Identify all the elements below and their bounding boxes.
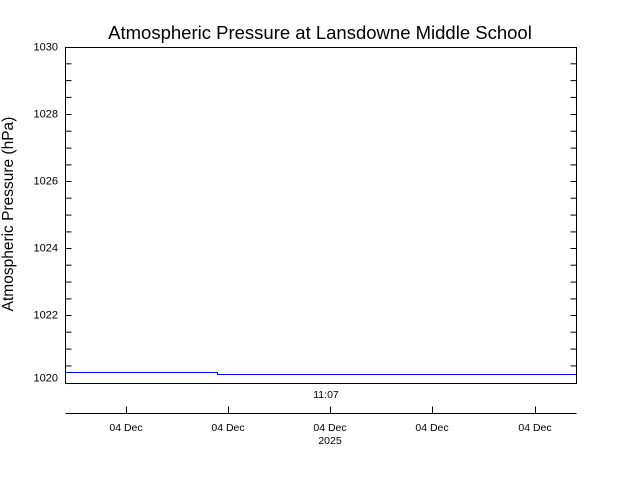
svg-text:04 Dec: 04 Dec bbox=[415, 422, 448, 434]
svg-text:1026: 1026 bbox=[34, 176, 58, 188]
svg-text:04 Dec: 04 Dec bbox=[313, 422, 346, 434]
svg-text:Atmospheric Pressure at Lansdo: Atmospheric Pressure at Lansdowne Middle… bbox=[108, 22, 532, 43]
svg-text:1022: 1022 bbox=[34, 310, 58, 322]
svg-text:1020: 1020 bbox=[34, 373, 58, 385]
svg-text:11:07: 11:07 bbox=[313, 389, 339, 401]
svg-text:04 Dec: 04 Dec bbox=[109, 422, 142, 434]
svg-text:2025: 2025 bbox=[318, 435, 342, 447]
svg-text:04 Dec: 04 Dec bbox=[211, 422, 244, 434]
svg-text:Atmospheric Pressure (hPa): Atmospheric Pressure (hPa) bbox=[0, 117, 17, 312]
svg-text:04 Dec: 04 Dec bbox=[518, 422, 551, 434]
svg-text:1030: 1030 bbox=[34, 42, 58, 54]
svg-text:1028: 1028 bbox=[34, 109, 58, 121]
svg-text:1024: 1024 bbox=[34, 243, 58, 255]
